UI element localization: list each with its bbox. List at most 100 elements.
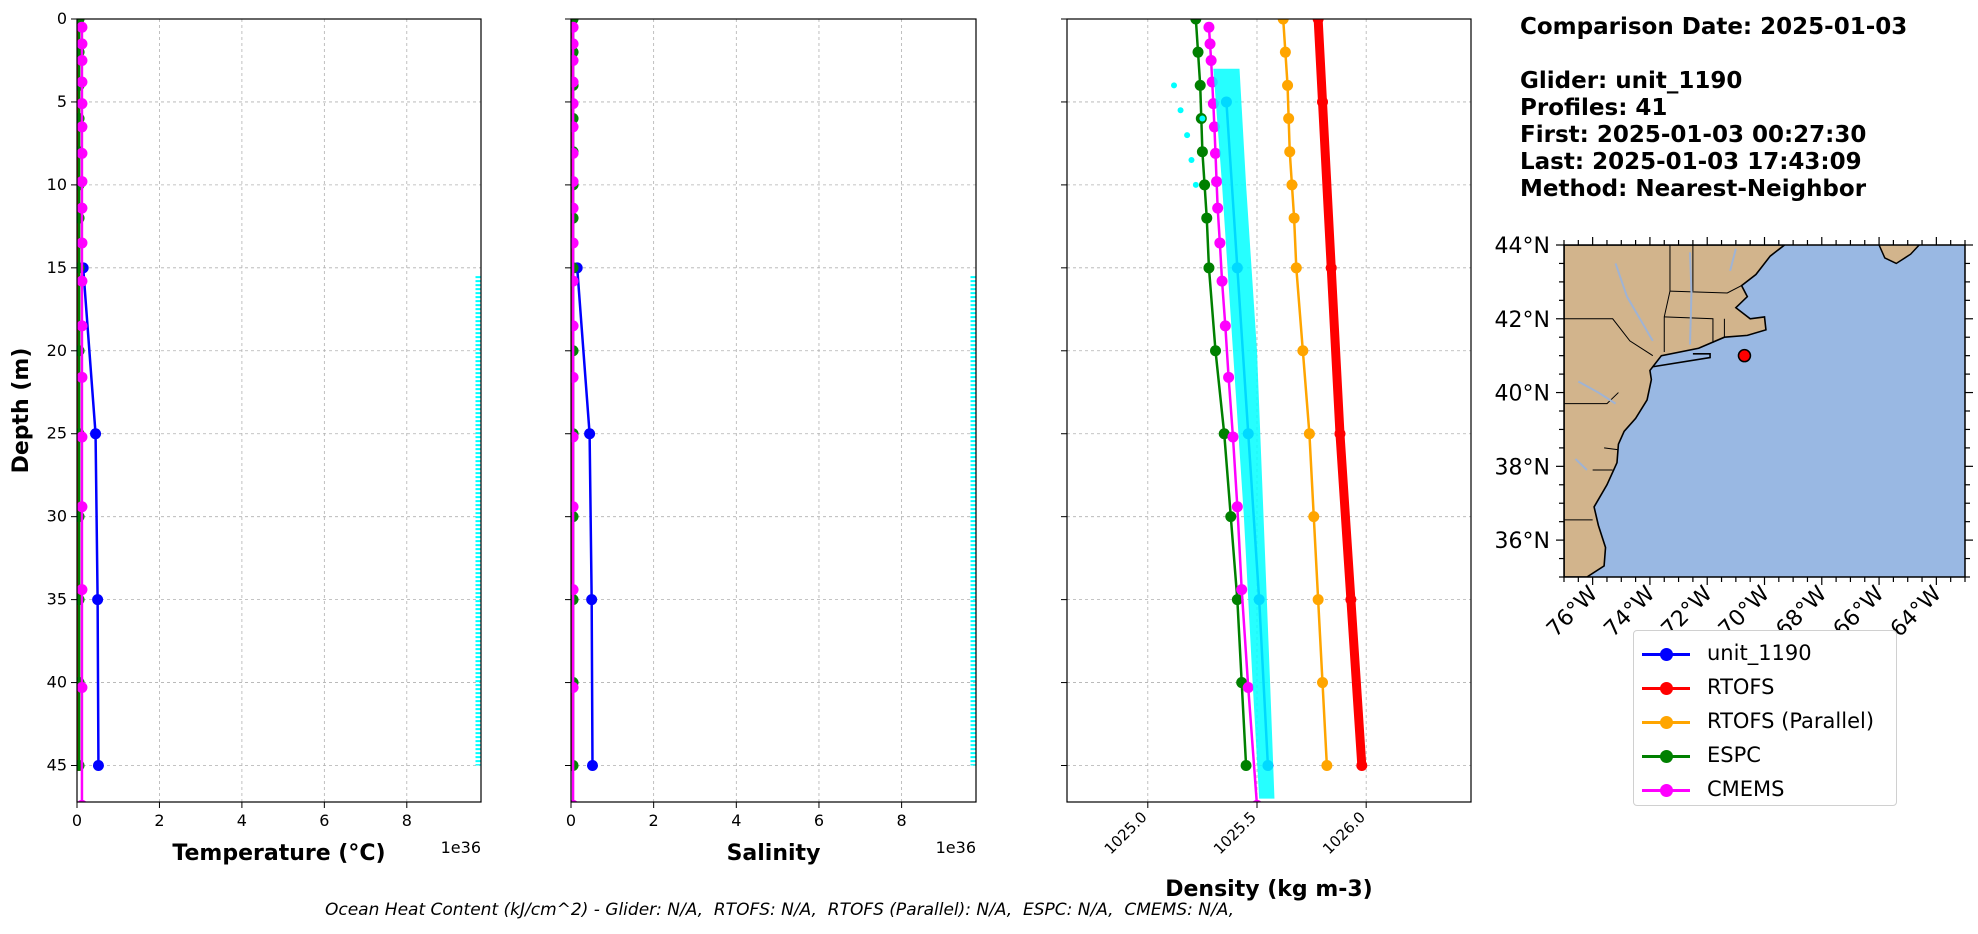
data-point: [571, 682, 579, 694]
data-point: [77, 38, 88, 50]
data-point: [571, 121, 579, 133]
data-point: [586, 760, 598, 772]
y-axis-label: Depth (m): [9, 348, 34, 474]
glider-profiles-band: [1213, 68, 1275, 799]
legend-label: ESPC: [1707, 743, 1761, 767]
glider-profile-point: [1199, 115, 1206, 122]
data-point: [1286, 179, 1298, 191]
data-point: [1290, 262, 1302, 274]
x-tick-label: 1026.0: [1319, 808, 1369, 858]
legend: unit_1190 RTOFS RTOFS (Parallel) ESPC CM…: [1633, 630, 1897, 806]
data-point: [1334, 428, 1346, 440]
x-multiplier: 1e36: [441, 838, 481, 857]
data-point: [1345, 594, 1357, 606]
info-block: Comparison Date: 2025-01-03 Glider: unit…: [1520, 14, 1907, 203]
location-map: 44°N42°N40°N38°N36°N76°W74°W72°W70°W68°W…: [1495, 234, 1973, 642]
data-point: [1216, 275, 1228, 287]
legend-label: CMEMS: [1707, 777, 1785, 801]
data-point: [77, 147, 88, 159]
x-tick-label: 1025.0: [1101, 808, 1151, 858]
comparison-date: Comparison Date: 2025-01-03: [1520, 14, 1908, 40]
y-tick-label: 20: [47, 341, 67, 360]
data-point: [1223, 371, 1235, 383]
state-border: [1564, 318, 1654, 357]
legend-item: CMEMS: [1634, 775, 1896, 805]
data-point: [1242, 682, 1254, 694]
data-point: [1303, 428, 1315, 440]
legend-label: RTOFS (Parallel): [1707, 709, 1875, 733]
data-point: [1277, 19, 1289, 25]
data-point: [77, 371, 88, 383]
land: [1564, 245, 1786, 577]
x-tick-label: 0: [566, 811, 576, 830]
data-point: [571, 371, 579, 383]
legend-marker: [1660, 784, 1673, 797]
river: [1577, 380, 1617, 405]
legend-item: RTOFS: [1634, 673, 1896, 703]
x-multiplier: 1e36: [936, 838, 976, 857]
profile-panel: 0 2 4 6 8 Salinity 1e36: [565, 18, 977, 866]
data-point: [1227, 431, 1239, 443]
data-point: [1214, 237, 1226, 249]
data-point: [1199, 179, 1211, 191]
x-tick-label: 6: [319, 811, 329, 830]
y-tick-label: 25: [47, 424, 67, 443]
legend-marker: [1660, 682, 1673, 695]
nova-scotia: [1878, 245, 1920, 265]
data-point: [90, 428, 102, 440]
data-point: [571, 320, 579, 332]
state-border: [1604, 447, 1619, 451]
data-point: [571, 275, 579, 287]
series-group: [571, 19, 976, 802]
glider-profile-point: [1192, 181, 1199, 188]
data-point: [77, 431, 88, 443]
state-border: [1669, 285, 1742, 294]
data-point: [571, 21, 579, 33]
data-point: [1204, 38, 1216, 50]
data-point: [1205, 54, 1217, 66]
y-tick-label: 5: [57, 92, 67, 111]
data-point: [1231, 594, 1243, 606]
x-tick-label: 8: [897, 811, 907, 830]
y-tick-label: 15: [47, 258, 67, 277]
data-point: [1201, 212, 1213, 224]
axes-frame: [570, 18, 977, 803]
y-tick-label: 30: [47, 507, 67, 526]
data-point: [1225, 511, 1237, 523]
map-lat-label: 40°N: [1495, 382, 1550, 407]
method: Method: Nearest-Neighbor: [1520, 176, 1867, 202]
data-point: [571, 202, 579, 214]
data-point: [1212, 202, 1224, 214]
axes-frame: [1066, 18, 1472, 803]
legend-item: RTOFS (Parallel): [1634, 707, 1896, 737]
river: [1574, 458, 1588, 471]
data-point: [1312, 594, 1324, 606]
state-border: [1564, 392, 1619, 405]
data-point: [92, 594, 104, 606]
legend-label: unit_1190: [1707, 641, 1812, 665]
data-point: [1317, 677, 1329, 689]
data-point: [1297, 345, 1309, 357]
series-group: [1171, 19, 1368, 802]
long-island: [1652, 353, 1711, 368]
glider-profile-point: [1188, 157, 1195, 164]
x-axis-label: Temperature (°C): [172, 841, 385, 866]
data-point: [586, 594, 598, 606]
legend-marker: [1660, 648, 1673, 661]
data-point: [92, 760, 104, 772]
map-lat-label: 38°N: [1495, 455, 1550, 480]
data-point: [571, 76, 579, 88]
data-point: [571, 176, 579, 188]
y-tick-label: 0: [57, 9, 67, 28]
profile-count: Profiles: 41: [1520, 95, 1668, 121]
data-point: [1279, 46, 1291, 58]
data-point: [1356, 760, 1368, 772]
x-tick-label: 2: [154, 811, 164, 830]
data-point: [1203, 262, 1215, 274]
map-lat-label: 44°N: [1495, 234, 1550, 259]
data-point: [584, 428, 596, 440]
data-point: [1284, 146, 1296, 158]
x-tick-label: 8: [402, 811, 412, 830]
y-tick-label: 45: [47, 756, 67, 775]
